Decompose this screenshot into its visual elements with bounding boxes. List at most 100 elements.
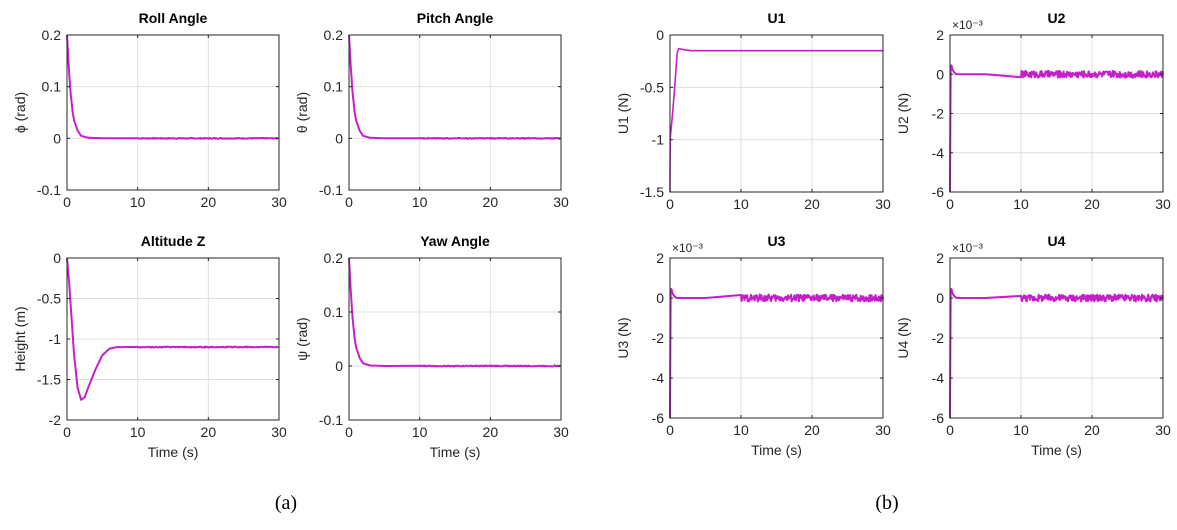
chart4-title: Yaw Angle (420, 233, 490, 249)
chart5-y-tick-label: -1 (652, 132, 665, 148)
chart7-x-tick-label: 10 (733, 422, 749, 438)
chart5-y-axis-label: U1 (N) (615, 93, 631, 134)
chart1-x-tick-label: 10 (130, 194, 146, 210)
chart7-y-tick-label: 0 (656, 290, 664, 306)
chart5-title: U1 (768, 10, 786, 26)
chart4-x-tick-label: 0 (345, 424, 353, 440)
chart4-y-tick-label: 0.2 (324, 250, 344, 266)
chart1-x-tick-label: 20 (201, 194, 217, 210)
chart6-series-line (949, 64, 1164, 193)
chart3-y-tick-label: -1.5 (37, 372, 61, 388)
chart6-y-tick-label: -2 (932, 106, 945, 122)
chart8-y-tick-label: -2 (932, 330, 945, 346)
chart8-x-tick-label: 0 (946, 422, 954, 438)
chart8-y-tick-label: 2 (936, 250, 944, 266)
chart4-x-tick-label: 20 (483, 424, 499, 440)
chart5-x-tick-label: 20 (804, 196, 820, 212)
chart4-y-tick-label: 0.1 (324, 304, 344, 320)
chart7-series-line (669, 288, 884, 419)
chart3-series-line (66, 257, 279, 401)
chart8-x-tick-label: 30 (1155, 422, 1171, 438)
chart6-x-tick-label: 0 (946, 196, 954, 212)
chart6-x-tick-label: 10 (1013, 196, 1029, 212)
chart1-axes-box (66, 34, 280, 191)
chart7-y-tick-label: -2 (652, 330, 665, 346)
chart5-x-tick-label: 30 (875, 196, 891, 212)
chart2-x-tick-label: 10 (412, 194, 428, 210)
chart7-exponent-label: ×10⁻³ (672, 241, 703, 255)
chart6-y-axis-label: U2 (N) (895, 93, 911, 134)
chart4-axes-box (348, 257, 562, 421)
chart8-y-tick-label: -4 (932, 370, 945, 386)
chart7-x-axis-label: Time (s) (751, 442, 802, 458)
chart5-x-tick-label: 0 (666, 196, 674, 212)
chart2-x-tick-label: 30 (553, 194, 569, 210)
chart1-x-tick-label: 30 (271, 194, 287, 210)
chart4-series-line (348, 257, 561, 368)
chart1-y-tick-label: 0 (53, 130, 61, 146)
chart7-x-tick-label: 30 (875, 422, 891, 438)
chart8-x-tick-label: 10 (1013, 422, 1029, 438)
chart3-y-tick-label: -2 (49, 412, 62, 428)
chart4-y-axis-label: ψ (rad) (294, 317, 310, 360)
chart6-y-tick-label: 0 (936, 66, 944, 82)
chart2-x-tick-label: 0 (345, 194, 353, 210)
caption-b: (b) (875, 492, 899, 514)
chart4-plot-area (349, 258, 561, 420)
chart3-x-tick-label: 20 (201, 424, 217, 440)
chart6-exponent-label: ×10⁻³ (952, 18, 983, 32)
chart7-x-tick-label: 20 (804, 422, 820, 438)
chart7-y-axis-label: U3 (N) (615, 317, 631, 358)
chart2-y-tick-label: 0.1 (324, 79, 344, 95)
chart2-y-axis-label: θ (rad) (294, 92, 310, 133)
chart3-y-tick-label: -0.5 (37, 291, 61, 307)
chart2-y-tick-label: 0 (335, 130, 343, 146)
chart6-y-tick-label: 2 (936, 27, 944, 43)
chart1-y-tick-label: 0.2 (42, 27, 62, 43)
chart3-y-tick-label: 0 (53, 250, 61, 266)
chart6-title: U2 (1048, 10, 1066, 26)
chart6-y-tick-label: -4 (932, 145, 945, 161)
chart7-y-tick-label: -6 (652, 410, 665, 426)
chart1-series-line (66, 34, 279, 140)
chart5-y-tick-label: -0.5 (640, 79, 664, 95)
chart8-y-axis-label: U4 (N) (895, 317, 911, 358)
chart8-title: U4 (1048, 233, 1066, 249)
chart8-series-line (949, 288, 1164, 419)
chart3-y-axis-label: Height (m) (12, 306, 28, 371)
chart5-y-tick-label: -1.5 (640, 184, 664, 200)
chart6-y-tick-label: -6 (932, 184, 945, 200)
chart5-x-tick-label: 10 (733, 196, 749, 212)
chart3-title: Altitude Z (141, 233, 206, 249)
chart1-y-axis-label: ϕ (rad) (12, 92, 28, 133)
chart5-y-tick-label: 0 (656, 27, 664, 43)
chart1-title: Roll Angle (139, 10, 208, 26)
chart3-x-tick-label: 30 (271, 424, 287, 440)
chart2-series-line (348, 34, 561, 140)
chart3-y-tick-label: -1 (49, 331, 62, 347)
chart1-x-tick-label: 0 (63, 194, 71, 210)
chart2-title: Pitch Angle (417, 10, 494, 26)
chart8-x-tick-label: 20 (1084, 422, 1100, 438)
chart4-x-tick-label: 30 (553, 424, 569, 440)
chart1-y-tick-label: -0.1 (37, 182, 61, 198)
chart7-x-tick-label: 0 (666, 422, 674, 438)
chart3-x-axis-label: Time (s) (148, 444, 199, 460)
chart6-x-tick-label: 20 (1084, 196, 1100, 212)
chart1-y-tick-label: 0.1 (42, 79, 62, 95)
chart7-title: U3 (768, 233, 786, 249)
chart8-y-tick-label: -6 (932, 410, 945, 426)
chart7-y-tick-label: 2 (656, 250, 664, 266)
chart4-x-tick-label: 10 (412, 424, 428, 440)
chart4-y-tick-label: -0.1 (319, 412, 343, 428)
chart8-exponent-label: ×10⁻³ (952, 241, 983, 255)
chart2-y-tick-label: 0.2 (324, 27, 344, 43)
caption-a: (a) (274, 492, 298, 514)
chart5-plot-area (670, 35, 883, 192)
chart6-x-tick-label: 30 (1155, 196, 1171, 212)
chart2-plot-area (349, 35, 561, 190)
chart4-x-axis-label: Time (s) (430, 444, 481, 460)
chart1-plot-area (67, 35, 279, 190)
chart2-axes-box (348, 34, 562, 191)
